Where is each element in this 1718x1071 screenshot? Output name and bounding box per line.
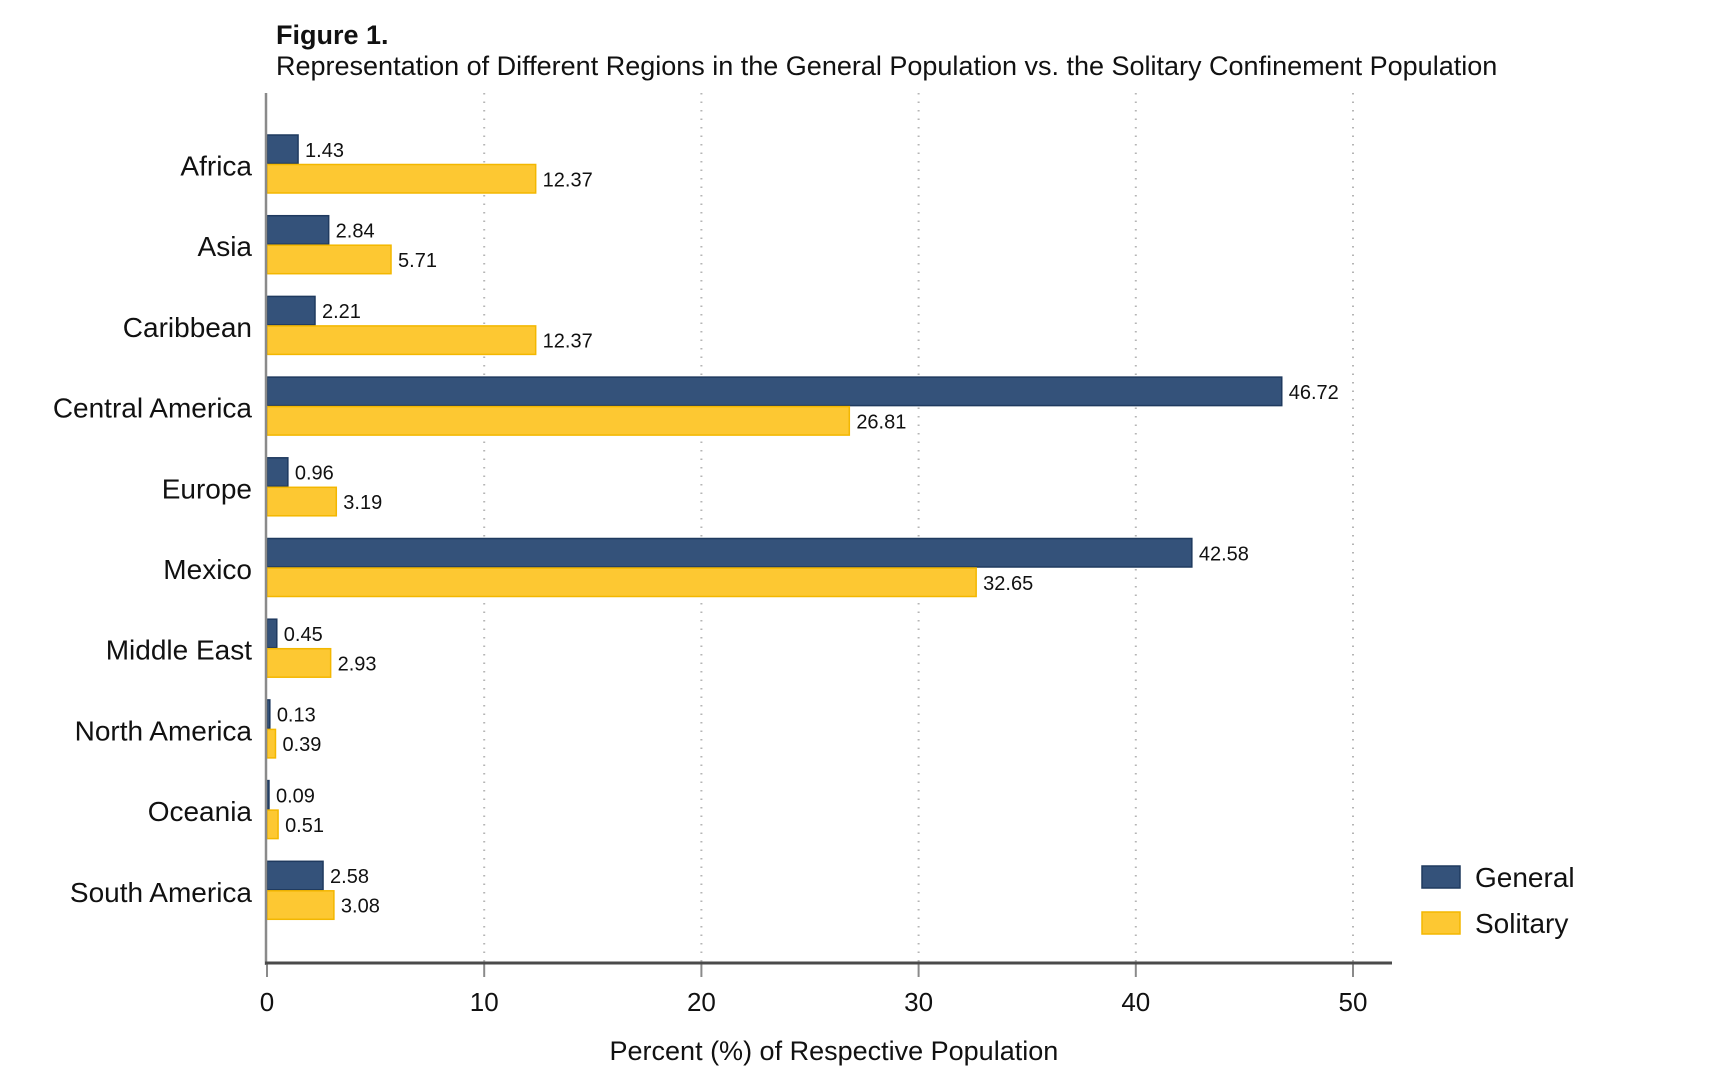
bars: 1.43 12.37 2.84 5.71 2.21 12.37 46.72 26.81 0.96…	[266, 134, 1339, 921]
data-label-general: 42.58	[1199, 543, 1249, 565]
bar-solitary	[266, 809, 279, 840]
category-labels: Africa Asia Caribbean Central America Europe…	[53, 151, 253, 908]
bar-general	[266, 295, 316, 326]
x-tick-label: 20	[687, 987, 716, 1017]
bar-solitary	[266, 890, 335, 921]
data-label-general: 1.43	[305, 140, 344, 162]
data-label-solitary: 2.93	[338, 653, 377, 675]
data-label-solitary: 26.81	[856, 411, 906, 433]
data-label-general: 2.84	[336, 220, 375, 242]
bar-general	[266, 699, 271, 730]
bar-general	[266, 779, 270, 810]
bar-solitary	[266, 244, 392, 275]
x-tick-label: 50	[1339, 987, 1368, 1017]
bar-general	[266, 457, 289, 488]
category-label: Europe	[162, 473, 252, 504]
bar-solitary	[266, 728, 277, 759]
data-label-solitary: 0.39	[282, 734, 321, 756]
bar-general	[266, 376, 1283, 407]
category-label: Central America	[53, 393, 253, 424]
category-label: Caribbean	[123, 312, 252, 343]
bar-general	[266, 214, 330, 245]
category-label: South America	[70, 877, 253, 908]
data-label-solitary: 3.08	[341, 896, 380, 918]
legend-swatch-general	[1421, 865, 1461, 889]
data-label-solitary: 12.37	[543, 331, 593, 353]
legend-swatch-solitary	[1421, 911, 1461, 935]
data-label-general: 2.58	[330, 866, 369, 888]
x-axis-title: Percent (%) of Respective Population	[610, 1036, 1059, 1066]
bar-general	[266, 537, 1193, 568]
data-label-solitary: 32.65	[983, 573, 1033, 595]
bar-solitary	[266, 567, 977, 598]
legend-label-general: General	[1475, 862, 1575, 893]
x-tick-label: 30	[904, 987, 933, 1017]
x-tick-label: 40	[1121, 987, 1150, 1017]
bar-general	[266, 860, 324, 891]
category-label: Asia	[198, 231, 253, 262]
gridlines	[483, 93, 1354, 963]
category-label: Africa	[180, 151, 252, 182]
category-label: Mexico	[163, 554, 252, 585]
bar-general	[266, 134, 299, 165]
category-label: Middle East	[106, 635, 253, 666]
chart-title: Representation of Different Regions in t…	[276, 51, 1498, 81]
category-label: North America	[75, 715, 253, 746]
data-label-general: 0.13	[277, 705, 316, 727]
bar-solitary	[266, 325, 537, 356]
data-label-solitary: 12.37	[543, 169, 593, 191]
data-label-general: 46.72	[1289, 382, 1339, 404]
data-label-general: 0.96	[295, 463, 334, 485]
data-label-general: 0.45	[284, 624, 323, 646]
data-label-solitary: 0.51	[285, 815, 324, 837]
legend: General Solitary	[1421, 862, 1575, 939]
bar-solitary	[266, 647, 332, 678]
bar-general	[266, 618, 278, 649]
category-label: Oceania	[148, 796, 253, 827]
legend-label-solitary: Solitary	[1475, 908, 1568, 939]
x-tick-label: 10	[470, 987, 499, 1017]
bar-solitary	[266, 405, 851, 436]
bar-solitary	[266, 486, 338, 517]
bar-solitary	[266, 163, 537, 194]
data-label-solitary: 5.71	[398, 250, 437, 272]
data-label-solitary: 3.19	[343, 492, 382, 514]
data-label-general: 0.09	[276, 785, 315, 807]
data-label-general: 2.21	[322, 301, 361, 323]
figure-label: Figure 1.	[276, 20, 389, 50]
axes: 0 10 20 30 40 50	[260, 93, 1392, 1017]
x-tick-label: 0	[260, 987, 274, 1017]
